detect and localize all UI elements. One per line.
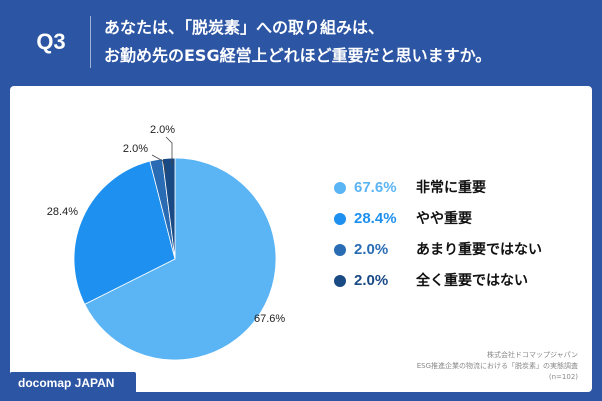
question-label: Q3 (36, 29, 66, 54)
legend-value: 67.6% (354, 179, 397, 196)
legend-dot (334, 213, 346, 225)
source-survey: ESG推進企業の物流における「脱炭素」の実態調査 (416, 362, 578, 370)
pie-slice (84, 157, 277, 361)
legend-label: 非常に重要 (416, 180, 486, 196)
legend-dot (334, 275, 346, 287)
leader-line (151, 154, 167, 174)
source-note: 株式会社ドコマップジャパン ESG推進企業の物流における「脱炭素」の実態調査 (… (417, 350, 578, 383)
legend-label: あまり重要ではない (416, 242, 542, 258)
header-divider (90, 16, 91, 68)
legend-dot (334, 182, 346, 194)
legend-value: 2.0% (354, 241, 389, 258)
legend-label: 全く重要ではない (416, 273, 528, 289)
leader-line (165, 136, 173, 165)
pie-slice (73, 160, 176, 305)
source-company: 株式会社ドコマップジャパン (487, 351, 578, 359)
legend-value: 2.0% (354, 272, 389, 289)
question-title-line2: お勤め先のESG経営上どれほど重要だと思いますか。 (104, 46, 492, 65)
legend-label: やや重要 (416, 211, 472, 227)
pie-slice (161, 157, 176, 260)
legend-dot (334, 244, 346, 256)
data-label: 2.0% (123, 143, 148, 155)
data-label: 67.6% (254, 313, 285, 325)
data-label: 28.4% (47, 206, 78, 218)
data-label: 2.0% (150, 124, 175, 136)
source-sample-size: (n=102) (548, 373, 578, 381)
header: Q3 あなたは、「脱炭素」への取り組みは、 お勤め先のESG経営上どれほど重要だ… (0, 0, 602, 84)
question-title: あなたは、「脱炭素」への取り組みは、 お勤め先のESG経営上どれほど重要だと思い… (104, 14, 584, 70)
legend-value: 28.4% (354, 210, 397, 227)
brand-logo: docomap JAPAN (10, 372, 136, 394)
question-title-line1: あなたは、「脱炭素」への取り組みは、 (104, 18, 385, 37)
